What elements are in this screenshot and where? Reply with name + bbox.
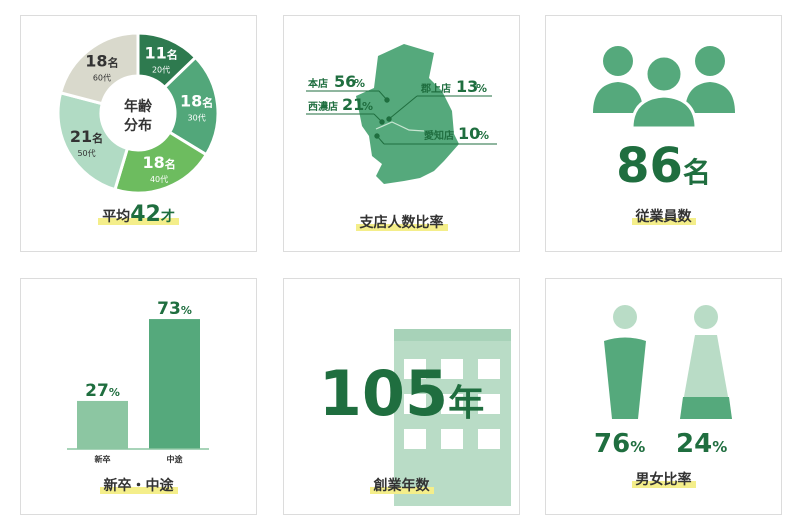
donut-segment-40代 xyxy=(113,130,209,195)
founded-years-value: 105 xyxy=(318,357,449,430)
donut-center-line1: 年齢 xyxy=(124,99,152,115)
branch-label-honten: 本店 xyxy=(308,77,328,90)
average-label: 平均 xyxy=(102,209,131,225)
employee-count: 86名 xyxy=(546,138,781,194)
donut-segment-60代 xyxy=(58,31,140,106)
founded-caption: 創業年数 xyxy=(284,475,519,495)
building-icon xyxy=(394,329,511,506)
branch-value-honten: 56 xyxy=(334,72,356,91)
hiring-bar-chart: 27% 新卒 73% 中途 xyxy=(67,299,209,464)
founded-card: 105年 創業年数 xyxy=(283,278,520,515)
age-donut-chart: 11名 20代 18名 30代 18名 40代 21名 50代 18名 60代 xyxy=(56,31,220,195)
gender-caption: 男女比率 xyxy=(546,469,781,489)
hiring-caption: 新卒・中途 xyxy=(21,475,256,495)
segment-label: 60代 xyxy=(93,72,111,82)
female-ratio: 24% xyxy=(676,429,727,459)
branch-value-seino: 21 xyxy=(342,95,364,114)
female-ratio-value: 24 xyxy=(676,429,713,459)
donut-segment-30代 xyxy=(162,55,220,157)
gender-card: 76% 24% 男女比率 xyxy=(545,278,782,515)
average-age-caption: 平均42才 xyxy=(21,202,256,227)
bar-新卒 xyxy=(77,400,128,449)
segment-count: 18名 xyxy=(142,153,175,172)
percent-unit: % xyxy=(354,77,365,90)
branch-label-aichi: 愛知店 xyxy=(424,129,454,142)
region-map-shape xyxy=(356,44,459,184)
bar-category-label: 中途 xyxy=(167,454,184,464)
segment-label: 40代 xyxy=(150,174,168,184)
segment-label: 20代 xyxy=(152,65,170,75)
bar-中途 xyxy=(149,319,200,449)
male-ratio: 76% xyxy=(594,429,645,459)
branch-caption: 支店人数比率 xyxy=(284,212,519,232)
segment-count: 11名 xyxy=(144,44,177,63)
branch-value-gujo: 13 xyxy=(456,77,478,96)
branch-ratio-card: 本店 56 % 郡上店 13 % 西濃店 21 % 愛知店 10 % 支店人数比… xyxy=(283,15,520,252)
employees-caption: 従業員数 xyxy=(546,206,781,226)
branch-label-gujo: 郡上店 xyxy=(420,82,451,95)
employee-count-value: 86 xyxy=(616,138,683,194)
employees-caption-text: 従業員数 xyxy=(631,209,696,225)
donut-segment-50代 xyxy=(56,90,130,192)
branch-map: 本店 56 % 郡上店 13 % 西濃店 21 % 愛知店 10 % xyxy=(306,44,497,184)
employee-count-unit: 名 xyxy=(682,156,711,189)
percent-unit: % xyxy=(630,438,646,456)
founded-years: 105年 xyxy=(284,357,519,430)
segment-count: 21名 xyxy=(70,127,103,146)
hiring-card: 27% 新卒 73% 中途 新卒・中途 xyxy=(20,278,257,515)
average-age-unit: 才 xyxy=(160,209,175,225)
percent-unit: % xyxy=(712,438,728,456)
gender-figures xyxy=(604,305,732,419)
branch-value-aichi: 10 xyxy=(458,124,480,143)
bar-value-label: 27% xyxy=(85,381,120,401)
segment-label: 50代 xyxy=(77,148,95,158)
donut-center-line2: 分布 xyxy=(124,118,152,134)
percent-unit: % xyxy=(478,129,489,142)
segment-count: 18名 xyxy=(85,51,118,70)
male-icon xyxy=(604,305,646,419)
hiring-caption-text: 新卒・中途 xyxy=(99,478,178,494)
male-ratio-value: 76 xyxy=(594,429,631,459)
gender-caption-text: 男女比率 xyxy=(631,472,696,488)
female-icon xyxy=(680,305,732,419)
percent-unit: % xyxy=(476,82,487,95)
branch-label-seino: 西濃店 xyxy=(308,100,338,113)
segment-label: 30代 xyxy=(188,113,206,123)
bar-category-label: 新卒 xyxy=(95,454,111,464)
employees-card: 86名 従業員数 xyxy=(545,15,782,252)
percent-unit: % xyxy=(362,100,373,113)
branch-caption-text: 支店人数比率 xyxy=(355,215,448,231)
average-age-value: 42 xyxy=(130,202,161,227)
founded-caption-text: 創業年数 xyxy=(369,478,434,494)
people-icon xyxy=(593,46,735,130)
segment-count: 18名 xyxy=(180,92,213,111)
founded-years-unit: 年 xyxy=(448,383,485,424)
bar-value-label: 73% xyxy=(157,299,192,319)
age-distribution-card: 11名 20代 18名 30代 18名 40代 21名 50代 18名 60代 年齢 分布 平均4… xyxy=(20,15,257,252)
